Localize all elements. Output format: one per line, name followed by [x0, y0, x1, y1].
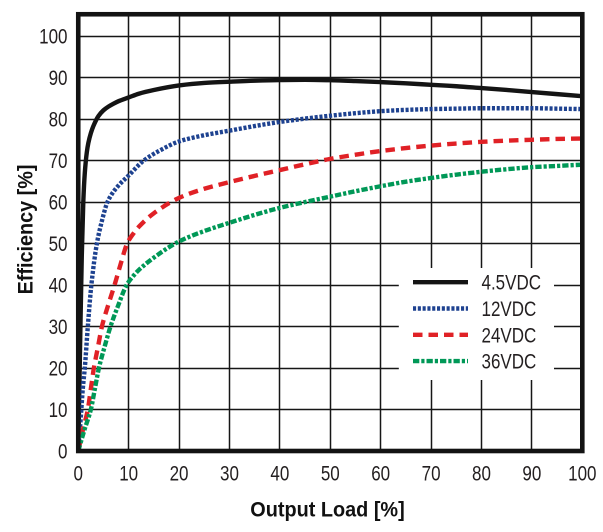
x-tick-label-50: 50 [321, 463, 340, 486]
y-tick-label-20: 20 [49, 358, 68, 381]
legend-label-12VDC: 12VDC [482, 298, 537, 321]
x-axis-title: Output Load [%] [250, 498, 404, 522]
legend-label-36VDC: 36VDC [482, 351, 537, 374]
y-tick-label-50: 50 [49, 233, 68, 256]
x-tick-label-90: 90 [522, 463, 541, 486]
y-axis-title: Efficiency [%] [14, 165, 38, 295]
legend-background [398, 268, 554, 380]
legend-item-24VDC: 24VDC [413, 325, 536, 348]
legend-label-24VDC: 24VDC [482, 325, 537, 348]
x-tick-label-80: 80 [472, 463, 491, 486]
y-tick-label-60: 60 [49, 192, 68, 215]
y-tick-label-40: 40 [49, 275, 68, 298]
series-line-4.5VDC [76, 77, 583, 452]
x-tick-label-70: 70 [422, 463, 441, 486]
x-tick-label-0: 0 [74, 463, 83, 486]
y-tick-label-80: 80 [49, 109, 68, 132]
legend-item-12VDC: 12VDC [413, 298, 536, 321]
plot-frame [75, 11, 585, 454]
series-lines [76, 77, 583, 452]
legend-label-4.5VDC: 4.5VDC [482, 272, 542, 295]
x-tick-label-100: 100 [568, 463, 596, 486]
y-tick-label-30: 30 [49, 316, 68, 339]
y-tick-label-100: 100 [39, 26, 67, 49]
x-tick-label-30: 30 [220, 463, 239, 486]
x-tick-label-20: 20 [170, 463, 189, 486]
x-tick-label-60: 60 [371, 463, 390, 486]
series-line-12VDC [76, 106, 583, 452]
legend-item-4.5VDC: 4.5VDC [413, 272, 541, 295]
x-tick-label-10: 10 [119, 463, 138, 486]
x-tick-label-40: 40 [270, 463, 289, 486]
y-tick-label-10: 10 [49, 399, 68, 422]
y-tick-label-90: 90 [49, 67, 68, 90]
y-tick-label-70: 70 [49, 150, 68, 173]
legend-item-36VDC: 36VDC [413, 351, 536, 374]
series-line-24VDC [76, 136, 583, 452]
series-line-36VDC [76, 162, 583, 452]
y-tick-label-0: 0 [58, 441, 67, 464]
y-tick-labels: 0 10 20 30 40 50 60 70 80 90 100 [39, 26, 67, 464]
x-tick-labels: 0 10 20 30 40 50 60 70 80 90 100 [74, 463, 597, 486]
legend: 4.5VDC 12VDC 24VDC 36VDC [413, 272, 541, 374]
